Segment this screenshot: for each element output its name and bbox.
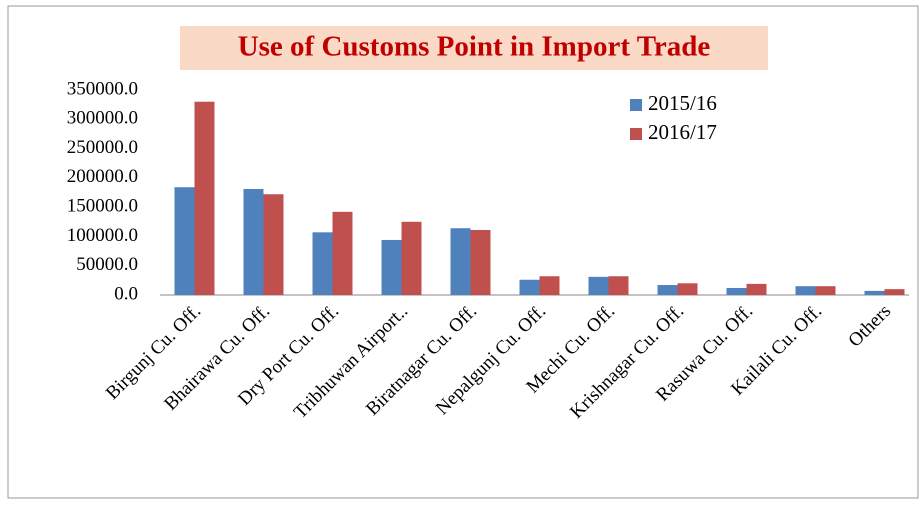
bar	[263, 194, 284, 295]
y-tick-label: 200000.0	[67, 166, 138, 187]
bar	[243, 188, 264, 295]
y-tick-label: 0.0	[114, 283, 138, 304]
bar	[726, 287, 747, 295]
bar	[470, 229, 491, 295]
bar	[588, 276, 609, 295]
bar	[450, 228, 471, 295]
y-tick-label: 50000.0	[76, 254, 138, 275]
legend-swatch	[630, 99, 642, 111]
title-box	[180, 26, 768, 70]
bar	[381, 239, 402, 295]
y-tick-label: 100000.0	[67, 225, 138, 246]
bar	[884, 289, 905, 295]
bar	[539, 276, 560, 295]
bar	[657, 285, 678, 295]
bar	[519, 279, 540, 295]
legend-swatch	[630, 128, 642, 140]
bar	[677, 283, 698, 295]
bar	[332, 211, 353, 295]
bar	[401, 221, 422, 295]
chart-title: Use of Customs Point in Import Trade	[238, 31, 711, 63]
bar	[746, 283, 767, 295]
bar	[174, 187, 195, 295]
bar	[608, 276, 629, 295]
bar	[194, 101, 215, 295]
y-tick-label: 250000.0	[67, 137, 138, 158]
y-tick-label: 350000.0	[67, 78, 138, 99]
bar	[795, 286, 816, 295]
legend-label: 2016/17	[648, 120, 717, 144]
y-tick-label: 150000.0	[67, 196, 138, 217]
bar	[815, 286, 836, 295]
bar	[312, 232, 333, 295]
legend-label: 2015/16	[648, 91, 717, 115]
y-tick-label: 300000.0	[67, 108, 138, 129]
bar	[864, 290, 885, 295]
